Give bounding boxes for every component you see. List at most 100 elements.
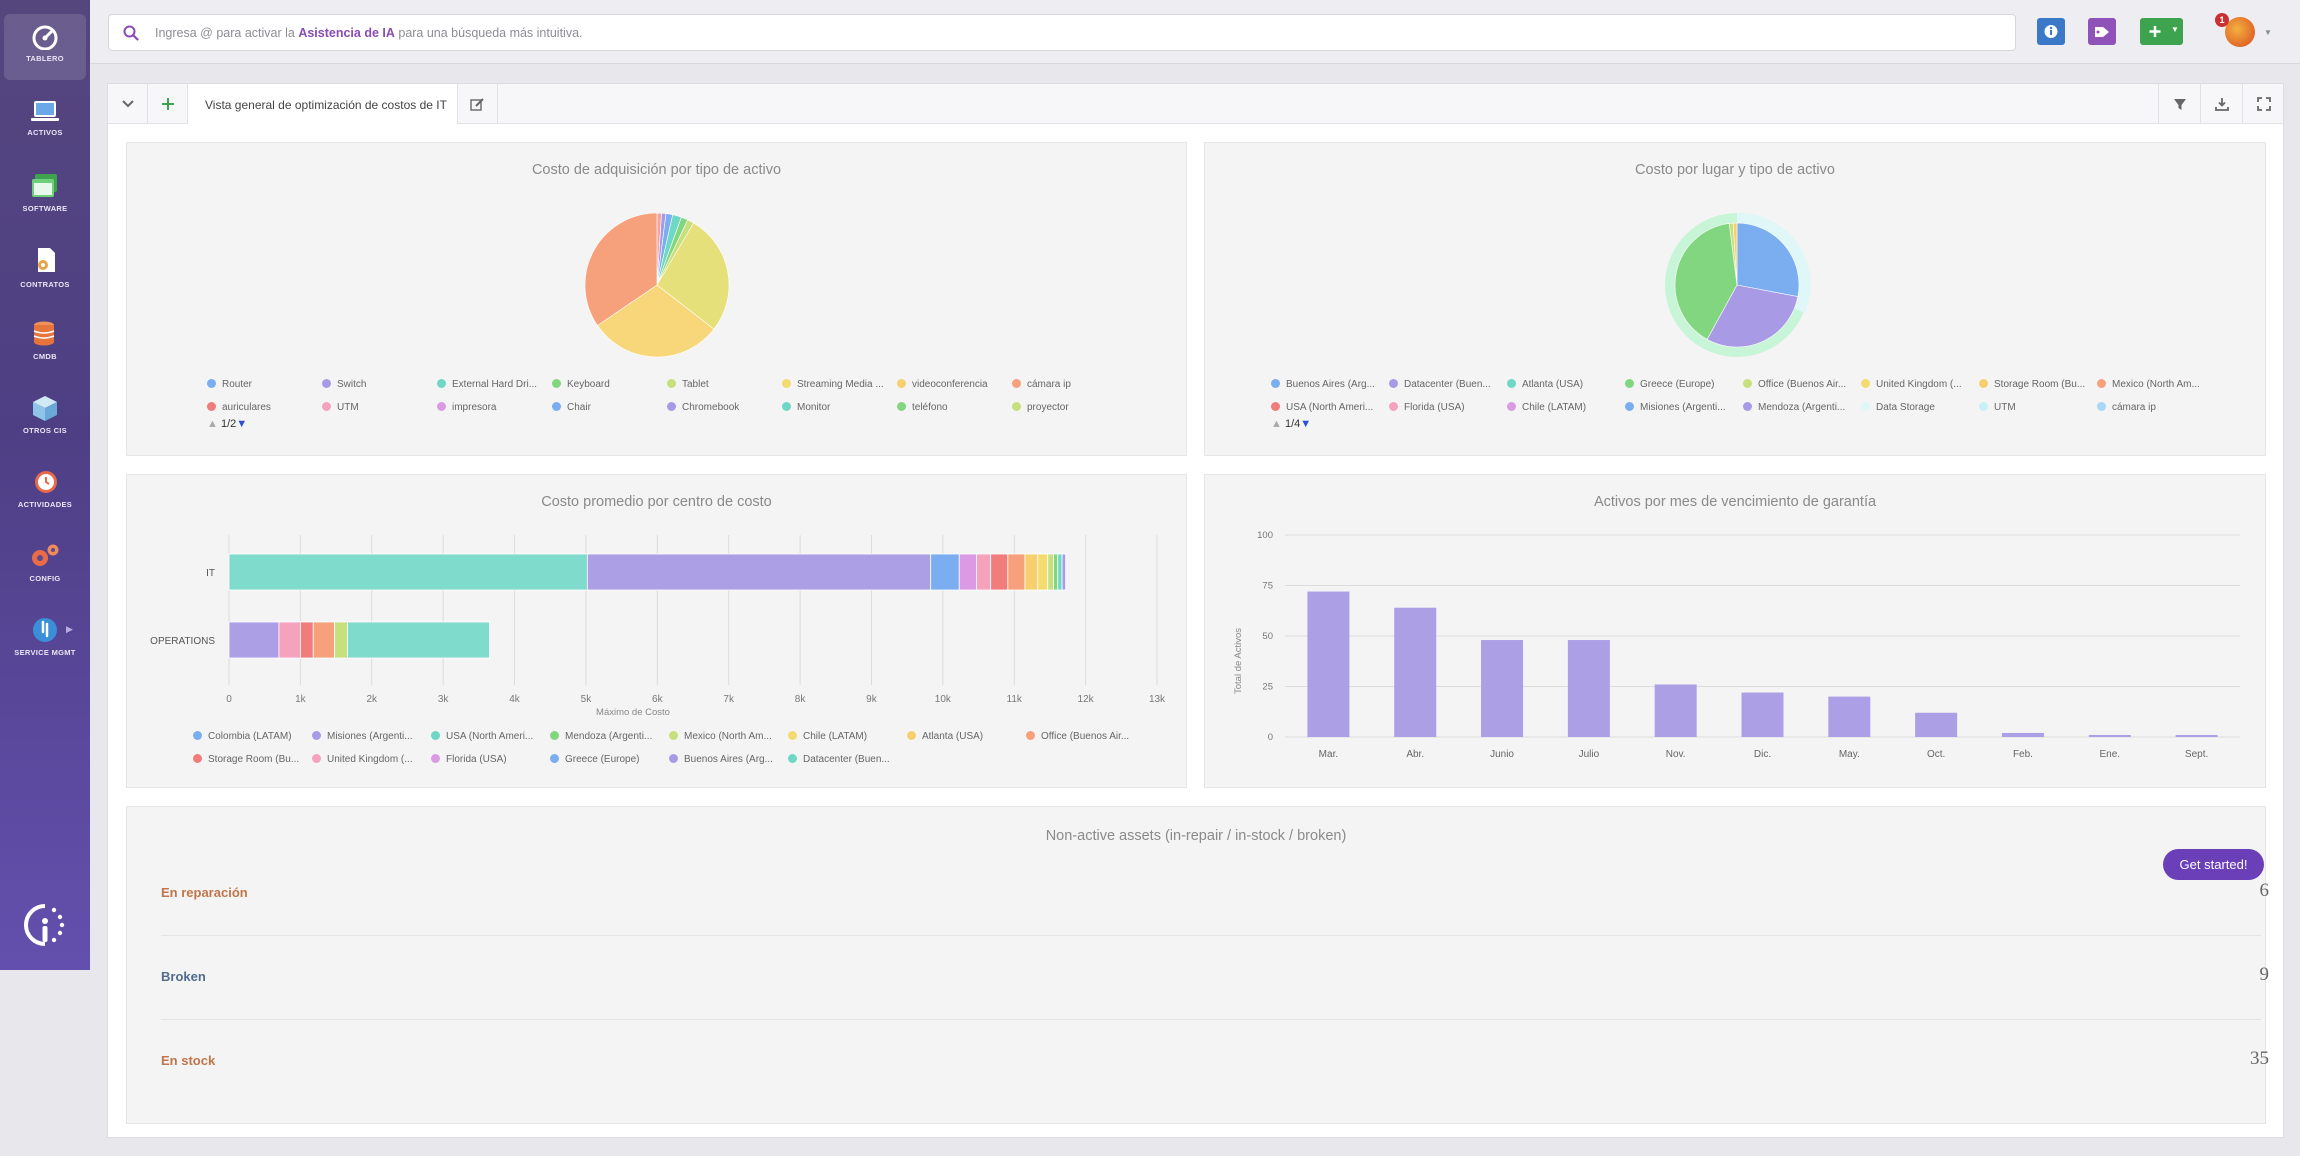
bar[interactable] [1915, 712, 1958, 737]
pie-slice[interactable] [1736, 222, 1800, 297]
bar-segment[interactable] [958, 553, 977, 591]
collapse-button[interactable] [108, 84, 148, 124]
bar[interactable] [2088, 734, 2131, 737]
legend-item[interactable]: Greece (Europe) [550, 754, 639, 765]
nav-software[interactable]: SOFTWARE [4, 162, 86, 228]
bar-segment[interactable] [278, 621, 301, 659]
legend-item[interactable]: Colombia (LATAM) [193, 731, 292, 742]
legend-item[interactable]: United Kingdom (... [1861, 379, 1962, 390]
fullscreen-button[interactable] [2242, 84, 2284, 124]
bar-segment[interactable] [1007, 553, 1026, 591]
legend-item[interactable]: Datacenter (Buen... [1389, 379, 1491, 390]
pie-slice[interactable] [1732, 222, 1738, 286]
legend-item[interactable]: impresora [437, 402, 496, 413]
legend-pager[interactable]: ▲ 1/4▼ [1271, 418, 1312, 430]
legend-item[interactable]: USA (North Ameri... [1271, 402, 1373, 413]
legend-item[interactable]: Streaming Media ... [782, 379, 884, 390]
legend-item[interactable]: UTM [1979, 402, 2016, 413]
bar[interactable] [1741, 692, 1784, 737]
bar-segment[interactable] [1053, 553, 1059, 591]
legend-item[interactable]: teléfono [897, 402, 948, 413]
bar-segment[interactable] [1061, 553, 1067, 591]
legend-item[interactable]: Switch [322, 379, 366, 390]
legend-item[interactable]: cámara ip [1012, 379, 1071, 390]
nav-otros-cis[interactable]: OTROS CIS [4, 384, 86, 450]
nav-service-mgmt[interactable]: SERVICE MGMT ▶ [4, 606, 86, 672]
list-item[interactable]: Broken 9 [161, 936, 2269, 1020]
legend-item[interactable]: Storage Room (Bu... [1979, 379, 2085, 390]
legend-item[interactable]: Monitor [782, 402, 830, 413]
bar[interactable] [1654, 684, 1697, 737]
list-item[interactable]: En stock 35 [161, 1020, 2269, 1104]
legend-item[interactable]: UTM [322, 402, 359, 413]
legend-item[interactable]: Router [207, 379, 252, 390]
pie-slice[interactable] [597, 284, 715, 358]
bar[interactable] [1567, 640, 1610, 737]
download-button[interactable] [2200, 84, 2242, 124]
bar[interactable] [2001, 732, 2044, 737]
bar-segment[interactable] [228, 621, 280, 659]
bar-segment[interactable] [990, 553, 1009, 591]
bar-segment[interactable] [930, 553, 960, 591]
legend-pager[interactable]: ▲ 1/2▼ [207, 418, 248, 430]
bar-segment[interactable] [334, 621, 348, 659]
legend-item[interactable]: Buenos Aires (Arg... [1271, 379, 1375, 390]
legend-item[interactable]: Chair [552, 402, 591, 413]
bar[interactable] [1828, 696, 1871, 737]
legend-item[interactable]: Chile (LATAM) [1507, 402, 1586, 413]
expand-arrow-icon[interactable]: ▶ [66, 624, 73, 634]
tags-button[interactable] [2088, 18, 2116, 45]
legend-item[interactable]: Mexico (North Am... [669, 731, 772, 742]
legend-item[interactable]: Data Storage [1861, 402, 1935, 413]
legend-item[interactable]: United Kingdom (... [312, 754, 413, 765]
bar[interactable] [2175, 734, 2218, 737]
pie-slice[interactable] [1706, 284, 1799, 348]
nav-actividades[interactable]: ACTIVIDADES [4, 458, 86, 524]
pie-slice[interactable] [656, 222, 730, 330]
add-tab-button[interactable] [148, 84, 188, 124]
legend-item[interactable]: Misiones (Argenti... [312, 731, 413, 742]
nav-tablero[interactable]: TABLERO [4, 14, 86, 80]
bar-segment[interactable] [1047, 553, 1054, 591]
bar[interactable] [1481, 640, 1524, 737]
legend-item[interactable]: videoconferencia [897, 379, 988, 390]
legend-item[interactable]: Chromebook [667, 402, 739, 413]
legend-item[interactable]: Chile (LATAM) [788, 731, 867, 742]
user-menu-chevron-icon[interactable]: ▼ [2264, 28, 2272, 37]
legend-item[interactable]: proyector [1012, 402, 1069, 413]
chevron-down-icon[interactable]: ▼ [2171, 25, 2179, 34]
legend-item[interactable]: External Hard Dri... [437, 379, 537, 390]
bar-segment[interactable] [586, 553, 932, 591]
legend-item[interactable]: Mexico (North Am... [2097, 379, 2200, 390]
search-input[interactable]: Ingresa @ para activar la Asistencia de … [108, 14, 2016, 51]
bar[interactable] [1394, 607, 1437, 737]
legend-item[interactable]: Atlanta (USA) [1507, 379, 1583, 390]
bar-segment[interactable] [1057, 553, 1063, 591]
legend-item[interactable]: Office (Buenos Air... [1026, 731, 1129, 742]
bar-segment[interactable] [1024, 553, 1039, 591]
legend-item[interactable]: Datacenter (Buen... [788, 754, 890, 765]
legend-item[interactable]: Mendoza (Argenti... [550, 731, 652, 742]
nav-cmdb[interactable]: CMDB [4, 310, 86, 376]
nav-activos[interactable]: ACTIVOS [4, 88, 86, 154]
legend-item[interactable]: Florida (USA) [431, 754, 507, 765]
legend-item[interactable]: Tablet [667, 379, 709, 390]
nav-config[interactable]: CONFIG [4, 532, 86, 598]
legend-item[interactable]: Mendoza (Argenti... [1743, 402, 1845, 413]
legend-item[interactable]: Office (Buenos Air... [1743, 379, 1846, 390]
legend-item[interactable]: Misiones (Argenti... [1625, 402, 1726, 413]
pie-slice[interactable] [1674, 223, 1738, 340]
legend-item[interactable]: Atlanta (USA) [907, 731, 983, 742]
filter-button[interactable] [2158, 84, 2200, 124]
bar-segment[interactable] [312, 621, 336, 659]
info-button[interactable] [2037, 18, 2065, 45]
bar-segment[interactable] [228, 553, 588, 591]
bar-segment[interactable] [1037, 553, 1049, 591]
legend-item[interactable]: cámara ip [2097, 402, 2156, 413]
legend-item[interactable]: Buenos Aires (Arg... [669, 754, 773, 765]
legend-item[interactable]: auriculares [207, 402, 271, 413]
user-avatar[interactable] [2225, 17, 2255, 47]
legend-item[interactable]: Storage Room (Bu... [193, 754, 299, 765]
legend-item[interactable]: USA (North Ameri... [431, 731, 533, 742]
nav-contratos[interactable]: CONTRATOS [4, 236, 86, 302]
